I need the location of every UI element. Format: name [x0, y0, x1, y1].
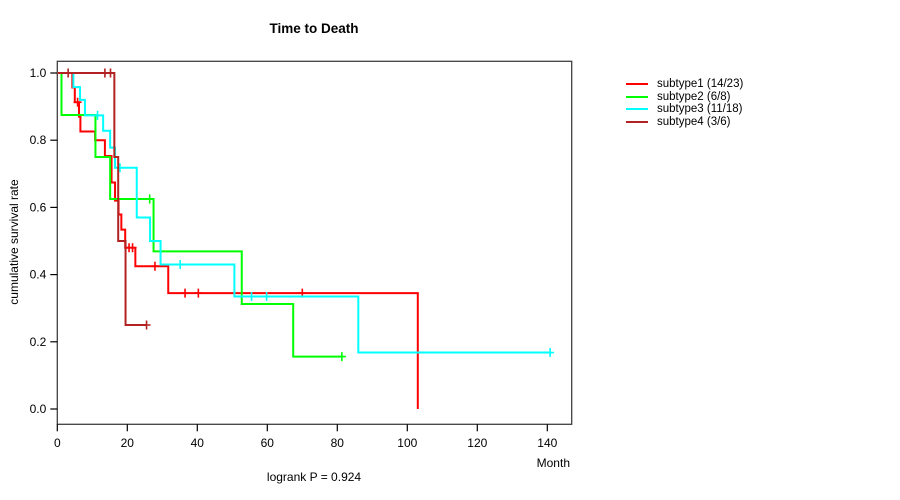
x-tick-label: 60	[261, 436, 275, 450]
legend-line-swatch	[626, 95, 648, 98]
x-tick-label: 20	[121, 436, 135, 450]
x-tick-label: 100	[397, 436, 417, 450]
legend-item: subtype4 (3/6)	[626, 116, 743, 129]
y-axis-label: cumulative survival rate	[7, 179, 21, 305]
legend-line-swatch	[626, 120, 648, 123]
x-tick-label: 0	[54, 436, 61, 450]
x-tick-label: 140	[537, 436, 557, 450]
legend-item-label: subtype3 (11/18)	[657, 103, 743, 115]
legend-item-label: subtype2 (6/8)	[657, 90, 731, 103]
y-tick-label: 0.0	[30, 402, 47, 416]
legend-item: subtype3 (11/18)	[626, 103, 743, 116]
censor-marks-1	[73, 97, 307, 298]
plot-box	[56, 60, 573, 425]
legend: subtype1 (14/23) subtype2 (6/8) subtype3…	[626, 78, 743, 128]
legend-line-swatch	[626, 108, 648, 111]
km-curve-3	[57, 72, 551, 354]
x-tick-label: 120	[467, 436, 487, 450]
y-tick-label: 0.4	[30, 268, 47, 282]
legend-line-swatch	[626, 83, 648, 86]
y-tick-label: 0.8	[30, 133, 47, 147]
chart-title: Time to Death	[269, 21, 359, 36]
y-tick-label: 0.2	[30, 335, 47, 349]
censor-marks-4	[64, 68, 151, 330]
y-tick-label: 1.0	[30, 66, 47, 80]
legend-item: subtype2 (6/8)	[626, 91, 743, 104]
censor-marks-2	[145, 194, 346, 362]
km-curve-4	[57, 72, 147, 326]
censor-marks-3	[93, 110, 555, 358]
km-curve-2	[57, 72, 342, 358]
x-axis-label: Month	[536, 456, 570, 470]
legend-item-label: subtype1 (14/23)	[657, 78, 744, 90]
logrank-annotation: logrank P = 0.924	[266, 470, 362, 484]
x-tick-label: 40	[191, 436, 205, 450]
x-tick-label: 80	[331, 436, 345, 450]
legend-item-label: subtype4 (3/6)	[657, 115, 731, 128]
legend-item: subtype1 (14/23)	[626, 78, 743, 91]
km-curve-1	[57, 72, 419, 409]
y-tick-label: 0.6	[30, 200, 47, 214]
